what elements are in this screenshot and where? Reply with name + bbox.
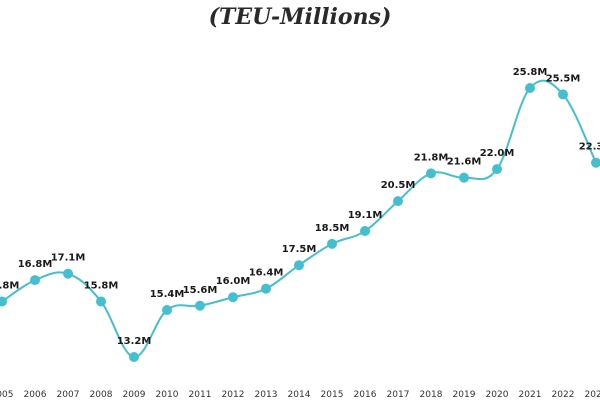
- data-label-2007: 17.1M: [51, 253, 86, 264]
- data-point-2013: [261, 283, 271, 294]
- data-label-2005: 15.8M: [0, 280, 19, 291]
- data-point-2014: [294, 260, 304, 271]
- data-label-2010: 15.4M: [150, 289, 185, 300]
- data-point-2011: [195, 300, 205, 311]
- x-tick-2019: 2019: [453, 390, 476, 400]
- x-tick-2011: 2011: [189, 390, 212, 400]
- data-label-2020: 22.0M: [480, 148, 515, 159]
- data-point-2006: [30, 275, 40, 286]
- data-label-2018: 21.8M: [414, 152, 449, 163]
- data-label-2023: 22.3M: [579, 142, 600, 153]
- series-line: [1, 79, 597, 358]
- data-label-2015: 18.5M: [315, 223, 350, 234]
- data-label-2006: 16.8M: [18, 259, 53, 270]
- data-point-2009: [129, 352, 139, 362]
- data-label-2014: 17.5M: [282, 244, 317, 255]
- data-label-2011: 15.6M: [183, 285, 218, 296]
- data-point-2016: [360, 226, 370, 237]
- x-tick-2013: 2013: [255, 390, 278, 400]
- data-point-2022: [558, 89, 568, 100]
- x-tick-2008: 2008: [90, 390, 113, 400]
- data-points: [0, 83, 600, 362]
- data-label-2019: 21.6M: [447, 157, 482, 168]
- data-point-2015: [327, 238, 337, 249]
- x-tick-2010: 2010: [156, 390, 179, 400]
- x-tick-2023: 2023: [585, 390, 600, 400]
- x-tick-2020: 2020: [486, 390, 509, 400]
- data-label-2017: 20.5M: [381, 180, 416, 191]
- x-tick-2006: 2006: [24, 390, 47, 400]
- data-point-2005: [0, 296, 7, 307]
- data-label-2012: 16.0M: [216, 276, 251, 287]
- data-point-2010: [162, 305, 172, 316]
- data-label-2008: 15.8M: [84, 280, 119, 291]
- x-tick-2012: 2012: [222, 390, 245, 400]
- data-point-2017: [393, 196, 403, 207]
- data-point-2019: [459, 172, 469, 183]
- x-tick-2015: 2015: [321, 390, 344, 400]
- x-tick-2016: 2016: [354, 390, 377, 400]
- x-tick-2018: 2018: [420, 390, 443, 400]
- data-label-2022: 25.5M: [546, 73, 581, 84]
- x-tick-2007: 2007: [57, 390, 80, 400]
- x-tick-2021: 2021: [519, 390, 542, 400]
- data-point-2012: [228, 292, 238, 303]
- data-label-2009: 13.2M: [117, 336, 152, 347]
- data-point-2021: [525, 83, 535, 93]
- data-point-2007: [63, 268, 73, 279]
- data-label-2016: 19.1M: [348, 210, 383, 221]
- data-point-2008: [96, 296, 106, 307]
- chart-title: (TEU-Millions): [208, 4, 392, 30]
- x-tick-2017: 2017: [387, 390, 410, 400]
- x-axis-ticks: 2005 2006 2007 2008 2009 2010 2011 2012 2013 2014…: [0, 390, 600, 400]
- x-tick-2014: 2014: [288, 390, 311, 400]
- data-point-2018: [426, 168, 436, 179]
- x-tick-2022: 2022: [552, 390, 575, 400]
- data-label-2021: 25.8M: [513, 67, 548, 78]
- data-label-2013: 16.4M: [249, 268, 284, 279]
- x-tick-2009: 2009: [123, 390, 146, 400]
- data-point-2023: [591, 157, 600, 168]
- x-tick-2005: 2005: [0, 390, 13, 400]
- data-point-2020: [492, 164, 502, 175]
